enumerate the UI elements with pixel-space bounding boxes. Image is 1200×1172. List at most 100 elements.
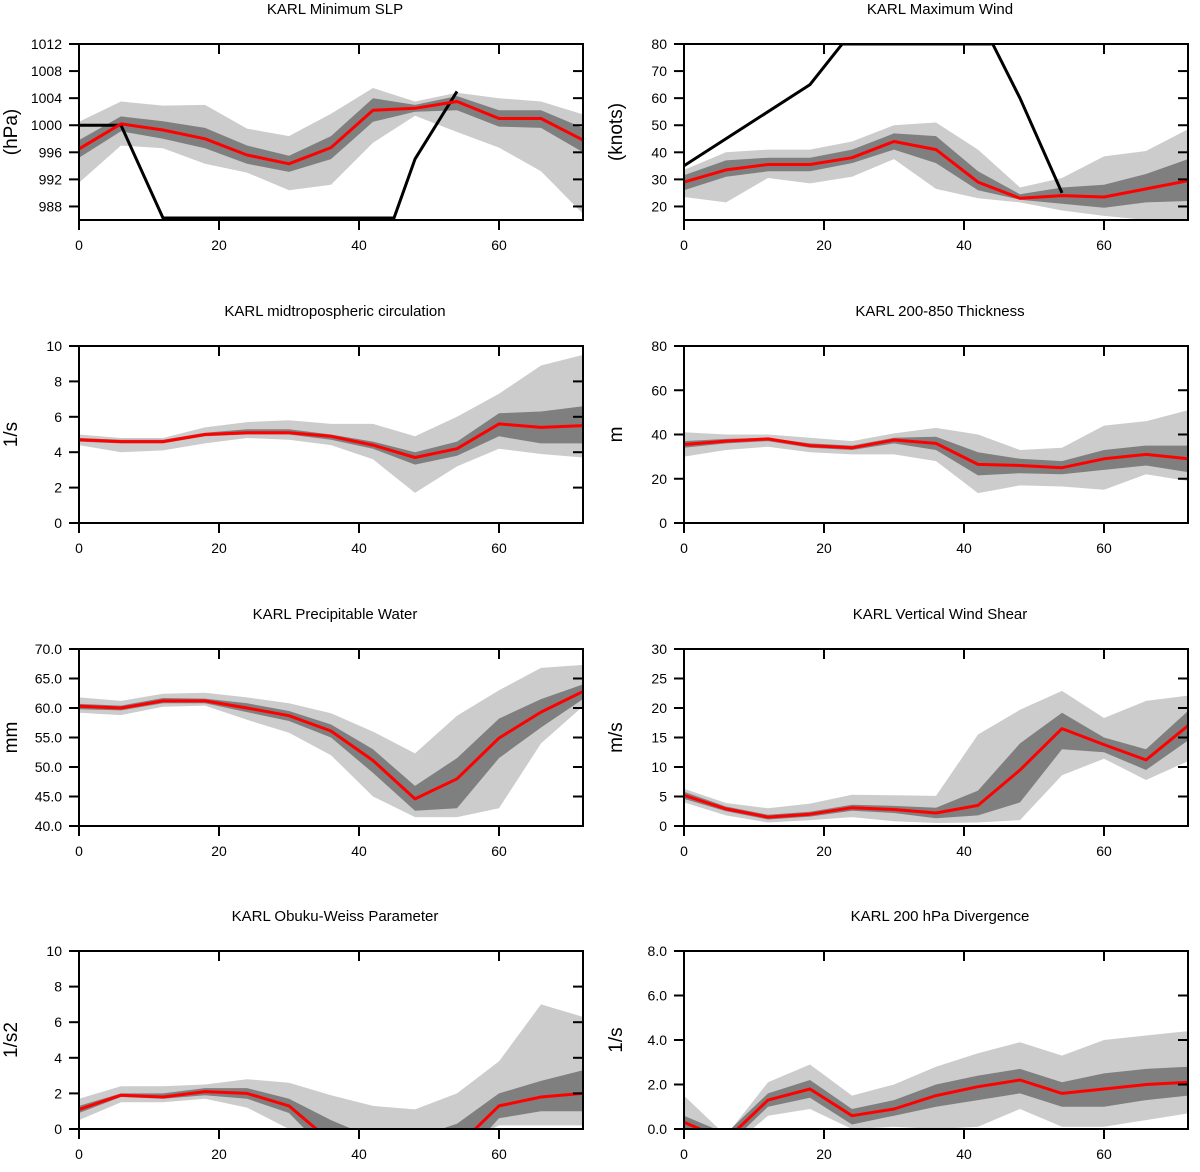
y-axis-label: 1/s2 xyxy=(1,1022,22,1058)
chart-title: KARL 200-850 Thickness xyxy=(855,303,1024,320)
y-tick-label: 80 xyxy=(651,36,667,52)
chart-panel-3: 0 20 40 60 0 2 4 6 8 10 KARL midtropospheric circu… xyxy=(1,303,584,556)
x-tick-label: 0 xyxy=(75,1146,83,1162)
inner-spread-band xyxy=(684,133,1188,208)
y-tick-label: 2 xyxy=(54,1085,62,1101)
x-tick-label: 0 xyxy=(680,1146,688,1162)
x-tick-label: 0 xyxy=(680,843,688,859)
chart-panel-6: 0 20 40 60 0 5 10 15 20 25 30 KARL Vertical Wind Sh… xyxy=(606,606,1189,859)
y-tick-label: 10 xyxy=(46,338,62,354)
y-tick-label: 45.0 xyxy=(35,789,62,805)
inner-spread-band xyxy=(684,1066,1188,1129)
ensemble-mean-line xyxy=(684,724,1188,819)
y-tick-label: 0 xyxy=(659,515,667,531)
y-tick-label: 50.0 xyxy=(35,759,62,775)
y-tick-label: 6.0 xyxy=(648,988,668,1004)
plot-area xyxy=(79,664,583,818)
y-tick-label: 1004 xyxy=(31,90,62,106)
plot-area xyxy=(79,88,583,220)
y-tick-label: 25 xyxy=(651,671,667,687)
x-tick-label: 20 xyxy=(211,843,227,859)
ensemble-mean-line xyxy=(79,1090,583,1129)
x-tick-label: 0 xyxy=(75,237,83,253)
x-tick-label: 40 xyxy=(956,237,972,253)
best-track-line xyxy=(684,44,1064,194)
chart-panel-2: 0 20 40 60 20 30 40 50 60 70 80 KARL Maximum Wind (k… xyxy=(606,1,1189,253)
y-tick-label: 0.0 xyxy=(648,1121,668,1137)
chart-panel-5: 0 20 40 60 40.0 45.0 50.0 55.0 60.0 65.0 70.0 KARL … xyxy=(1,606,584,859)
chart-title: KARL Vertical Wind Shear xyxy=(853,606,1028,623)
x-tick-label: 60 xyxy=(1096,540,1112,556)
chart-panel-4: 0 20 40 60 0 20 40 60 80 KARL 200-850 Thickness m xyxy=(606,303,1189,556)
outer-spread-band xyxy=(79,354,583,493)
x-tick-label: 60 xyxy=(1096,1146,1112,1162)
y-axis-label: 1/s xyxy=(1,422,22,447)
y-tick-label: 0 xyxy=(659,818,667,834)
ensemble-mean-line xyxy=(79,690,583,801)
x-tick-label: 60 xyxy=(491,1146,507,1162)
y-axis-label: (knots) xyxy=(606,103,627,161)
y-tick-label: 65.0 xyxy=(35,671,62,687)
y-tick-label: 8 xyxy=(54,373,62,389)
plot-area xyxy=(684,690,1188,823)
x-tick-label: 20 xyxy=(211,237,227,253)
y-axis-label: (hPa) xyxy=(1,109,22,155)
x-tick-label: 60 xyxy=(491,540,507,556)
y-tick-label: 5 xyxy=(659,789,667,805)
x-tick-label: 60 xyxy=(491,843,507,859)
best-track-line xyxy=(79,90,459,220)
y-tick-label: 1000 xyxy=(31,117,62,133)
outer-spread-band xyxy=(684,690,1188,823)
y-tick-label: 40.0 xyxy=(35,818,62,834)
y-tick-label: 60 xyxy=(651,90,667,106)
y-tick-label: 60 xyxy=(651,382,667,398)
chart-title: KARL Minimum SLP xyxy=(267,1,403,18)
y-tick-label: 0 xyxy=(54,1121,62,1137)
x-tick-label: 60 xyxy=(1096,843,1112,859)
y-tick-label: 15 xyxy=(651,730,667,746)
x-tick-label: 40 xyxy=(956,540,972,556)
y-tick-label: 1012 xyxy=(31,36,62,52)
x-tick-label: 40 xyxy=(351,237,367,253)
plot-area xyxy=(684,44,1188,220)
x-tick-label: 0 xyxy=(75,540,83,556)
x-tick-label: 20 xyxy=(816,1146,832,1162)
y-tick-label: 0 xyxy=(54,515,62,531)
chart-title: KARL Obuku-Weiss Parameter xyxy=(232,908,439,925)
ensemble-mean-line xyxy=(684,437,1188,470)
y-tick-label: 20 xyxy=(651,471,667,487)
x-tick-label: 20 xyxy=(816,237,832,253)
y-tick-label: 1008 xyxy=(31,63,62,79)
x-tick-label: 20 xyxy=(211,540,227,556)
y-tick-label: 30 xyxy=(651,641,667,657)
outer-spread-band xyxy=(79,1004,583,1129)
chart-title: KARL Precipitable Water xyxy=(253,606,418,623)
x-tick-label: 40 xyxy=(956,843,972,859)
chart-panel-1: 0 20 40 60 988 992 996 1000 1004 1008 1012 KARL Min… xyxy=(1,1,584,253)
ensemble-mean-line xyxy=(79,422,583,459)
ensemble-mean-line xyxy=(79,100,583,166)
y-axis-label: 1/s xyxy=(606,1027,627,1052)
y-tick-label: 40 xyxy=(651,144,667,160)
y-tick-label: 20 xyxy=(651,700,667,716)
y-axis-label: mm xyxy=(1,722,22,754)
y-tick-label: 4 xyxy=(54,444,62,460)
chart-panel-8: 0 20 40 60 0.0 2.0 4.0 6.0 8.0 KARL 200 hPa Diver… xyxy=(606,908,1189,1162)
y-tick-label: 4 xyxy=(54,1050,62,1066)
y-tick-label: 6 xyxy=(54,409,62,425)
y-tick-label: 988 xyxy=(39,198,63,214)
ensemble-mean-line xyxy=(684,140,1188,200)
x-tick-label: 0 xyxy=(680,237,688,253)
x-tick-label: 40 xyxy=(351,843,367,859)
y-tick-label: 55.0 xyxy=(35,730,62,746)
chart-title: KARL midtropospheric circulation xyxy=(224,303,445,320)
y-tick-label: 6 xyxy=(54,1014,62,1030)
y-tick-label: 8.0 xyxy=(648,943,668,959)
y-tick-label: 2 xyxy=(54,480,62,496)
x-tick-label: 20 xyxy=(816,843,832,859)
x-tick-label: 60 xyxy=(1096,237,1112,253)
x-tick-label: 20 xyxy=(211,1146,227,1162)
y-tick-label: 10 xyxy=(651,759,667,775)
y-tick-label: 992 xyxy=(39,171,63,187)
y-axis-label: m xyxy=(606,427,627,443)
